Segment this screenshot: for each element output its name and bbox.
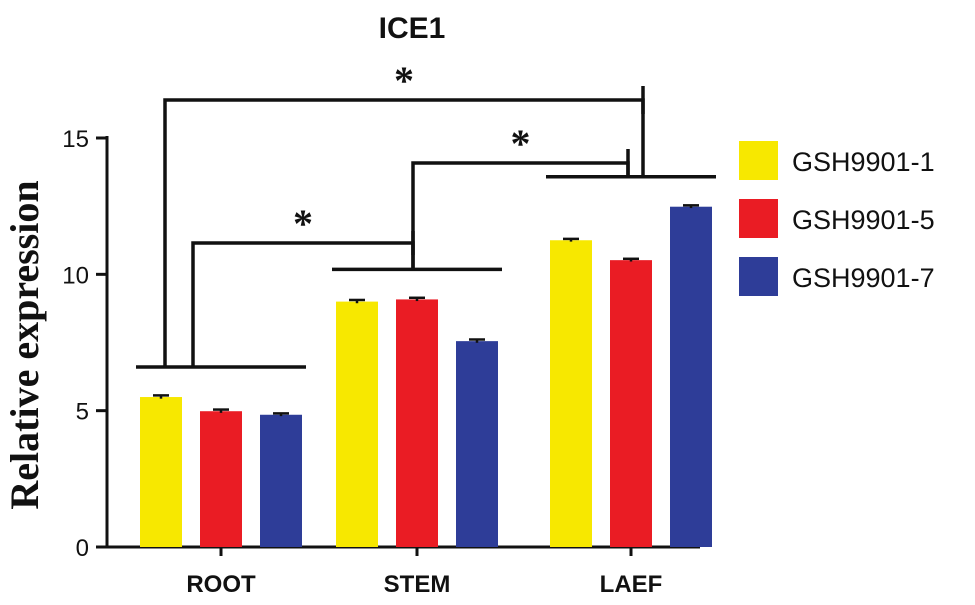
legend-swatch-gsh9901-7 [739,257,778,296]
significance-brackets: * * * [136,58,716,369]
significance-bracket-root-laef [163,98,645,368]
bar-laef-gsh9901-5 [610,260,652,547]
bar-root-gsh9901-7 [260,414,302,547]
significance-star: * [293,201,313,246]
bar-laef-gsh9901-1 [550,240,592,547]
bar-stem-gsh9901-7 [456,341,498,547]
y-tick-label: 15 [62,126,89,153]
significance-bracket-stem-laef [411,161,630,270]
legend: GSH9901-1 GSH9901-5 GSH9901-7 [739,141,935,296]
legend-label-gsh9901-5: GSH9901-5 [792,205,935,235]
bar-laef-gsh9901-7 [670,206,712,547]
legend-swatch-gsh9901-1 [739,141,778,180]
bar-root-gsh9901-1 [140,397,182,547]
x-tick-label-root: ROOT [186,571,256,598]
axes: 0 5 10 15 ROOT STEM LAEF [62,126,700,598]
bars [140,204,712,547]
y-axis-label: Relative expression [2,180,47,509]
chart-title: ICE1 [379,12,446,45]
x-tick-label-laef: LAEF [600,571,663,598]
legend-swatch-gsh9901-5 [739,199,778,238]
bar-root-gsh9901-5 [200,411,242,547]
significance-star: * [511,121,531,166]
y-tick-label: 10 [62,262,89,289]
significance-bracket-root-stem [191,241,415,368]
x-tick-label-stem: STEM [384,571,451,598]
bar-stem-gsh9901-1 [336,301,378,547]
legend-label-gsh9901-1: GSH9901-1 [792,147,935,177]
legend-label-gsh9901-7: GSH9901-7 [792,263,935,293]
y-tick-label: 5 [76,399,89,426]
bar-stem-gsh9901-5 [396,299,438,547]
y-tick-label: 0 [76,535,89,562]
significance-star: * [394,58,414,103]
